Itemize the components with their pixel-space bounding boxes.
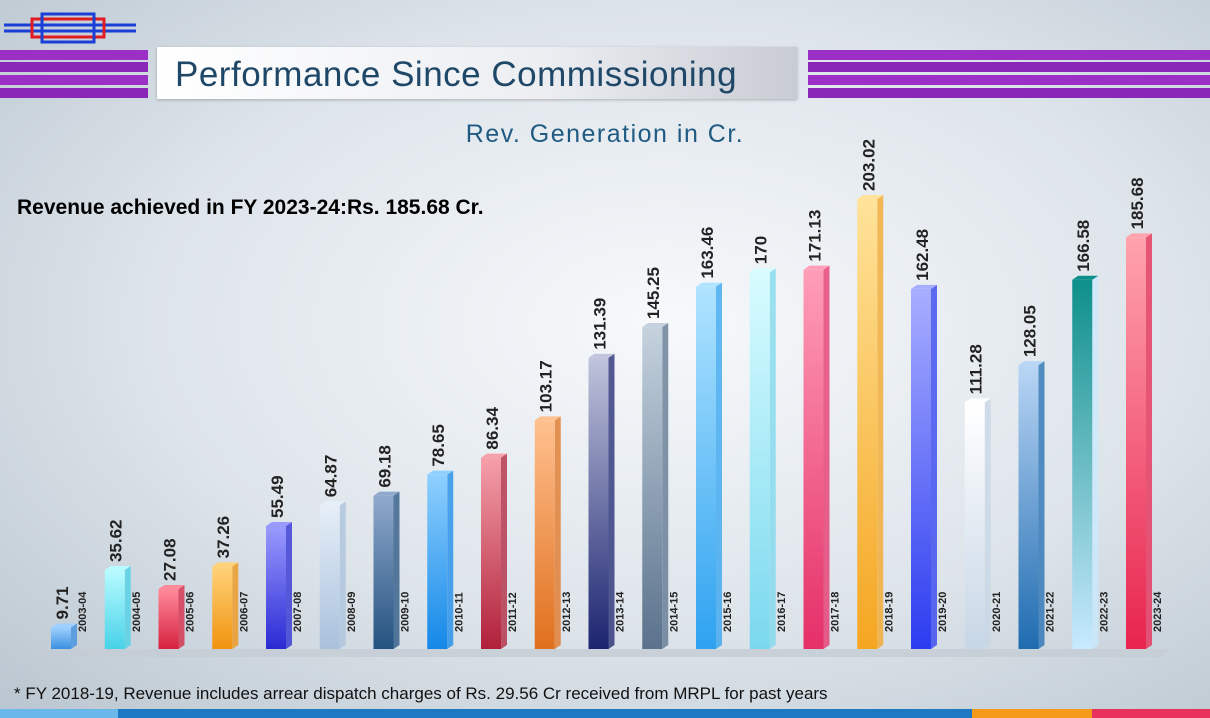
page-title: Performance Since Commissioning xyxy=(175,55,738,94)
value-label-2007-08: 55.49 xyxy=(268,475,287,518)
category-label-2017-18: 2017-18 xyxy=(830,592,842,632)
category-label-2008-09: 2008-09 xyxy=(346,592,358,632)
bar-2014-15 xyxy=(642,323,669,649)
category-label-2009-10: 2009-10 xyxy=(400,592,412,632)
value-label-2022-23: 166.58 xyxy=(1074,220,1093,272)
category-label-2018-19: 2018-19 xyxy=(883,592,895,632)
category-label-2022-23: 2022-23 xyxy=(1098,592,1110,632)
value-label-2018-19: 203.02 xyxy=(859,139,878,191)
value-label-2011-12: 86.34 xyxy=(483,407,502,450)
footnote: * FY 2018-19, Revenue includes arrear di… xyxy=(14,684,828,703)
category-label-2023-24: 2023-24 xyxy=(1152,591,1164,632)
category-label-2010-11: 2010-11 xyxy=(453,592,465,632)
bar-2020-21 xyxy=(964,398,991,649)
bar-2022-23 xyxy=(1072,275,1099,649)
title-box: Performance Since Commissioning xyxy=(157,47,797,99)
bar-2016-17 xyxy=(749,268,776,649)
value-label-2010-11: 78.65 xyxy=(429,424,448,467)
bar-2018-19 xyxy=(857,195,884,649)
bar-2019-20 xyxy=(911,284,937,649)
bar-2003-04 xyxy=(51,623,77,649)
header-band-right xyxy=(808,50,1210,98)
category-label-2004-05: 2004-05 xyxy=(131,592,143,632)
category-label-2005-06: 2005-06 xyxy=(185,592,197,632)
bar-2013-14 xyxy=(588,353,615,649)
bar-2010-11 xyxy=(427,470,454,649)
company-logo xyxy=(4,12,136,44)
bar-2023-24 xyxy=(1126,233,1152,649)
bar-2007-08 xyxy=(266,522,292,649)
value-label-2006-07: 37.26 xyxy=(214,516,233,559)
value-label-2009-10: 69.18 xyxy=(376,445,395,488)
value-label-2019-20: 162.48 xyxy=(913,229,932,281)
bar-2011-12 xyxy=(481,453,507,649)
value-label-2003-04: 9.71 xyxy=(53,586,72,619)
category-label-2006-07: 2006-07 xyxy=(238,592,250,632)
bar-2006-07 xyxy=(212,562,239,649)
bar-2004-05 xyxy=(104,566,131,649)
value-label-2014-15: 145.25 xyxy=(644,267,663,319)
bar-2021-22 xyxy=(1018,361,1045,649)
category-label-2011-12: 2011-12 xyxy=(507,592,519,632)
revenue-note: Revenue achieved in FY 2023-24:Rs. 185.6… xyxy=(17,196,484,219)
category-label-2007-08: 2007-08 xyxy=(292,592,304,632)
value-label-2004-05: 35.62 xyxy=(107,520,126,563)
category-label-2015-16: 2015-16 xyxy=(722,592,734,632)
value-label-2017-18: 171.13 xyxy=(806,210,825,262)
bar-2009-10 xyxy=(373,491,400,649)
value-label-2008-09: 64.87 xyxy=(322,455,341,498)
value-label-2013-14: 131.39 xyxy=(591,298,610,350)
bar-2005-06 xyxy=(158,584,185,649)
value-label-2015-16: 163.46 xyxy=(698,227,717,279)
bottom-color-bar xyxy=(0,709,1210,718)
category-label-2021-22: 2021-22 xyxy=(1045,592,1057,632)
header-band-left xyxy=(0,50,148,98)
category-label-2016-17: 2016-17 xyxy=(776,592,788,632)
bar-2012-13 xyxy=(534,416,561,649)
value-label-2021-22: 128.05 xyxy=(1021,305,1040,357)
category-label-2014-15: 2014-15 xyxy=(668,592,680,632)
chart-floor xyxy=(30,649,1170,657)
value-label-2012-13: 103.17 xyxy=(537,360,556,412)
value-label-2005-06: 27.08 xyxy=(161,538,180,581)
category-label-2020-21: 2020-21 xyxy=(991,592,1003,632)
bar-2017-18 xyxy=(803,265,830,649)
bar-2008-09 xyxy=(319,501,346,649)
category-label-2003-04: 2003-04 xyxy=(77,591,89,632)
category-label-2019-20: 2019-20 xyxy=(937,592,949,632)
value-label-2016-17: 170 xyxy=(752,236,771,264)
chart-title: Rev. Generation in Cr. xyxy=(465,120,745,148)
category-label-2013-14: 2013-14 xyxy=(615,591,627,632)
bar-2015-16 xyxy=(696,282,722,649)
value-label-2023-24: 185.68 xyxy=(1128,177,1147,229)
category-label-2012-13: 2012-13 xyxy=(561,592,573,632)
value-label-2020-21: 111.28 xyxy=(967,344,986,394)
